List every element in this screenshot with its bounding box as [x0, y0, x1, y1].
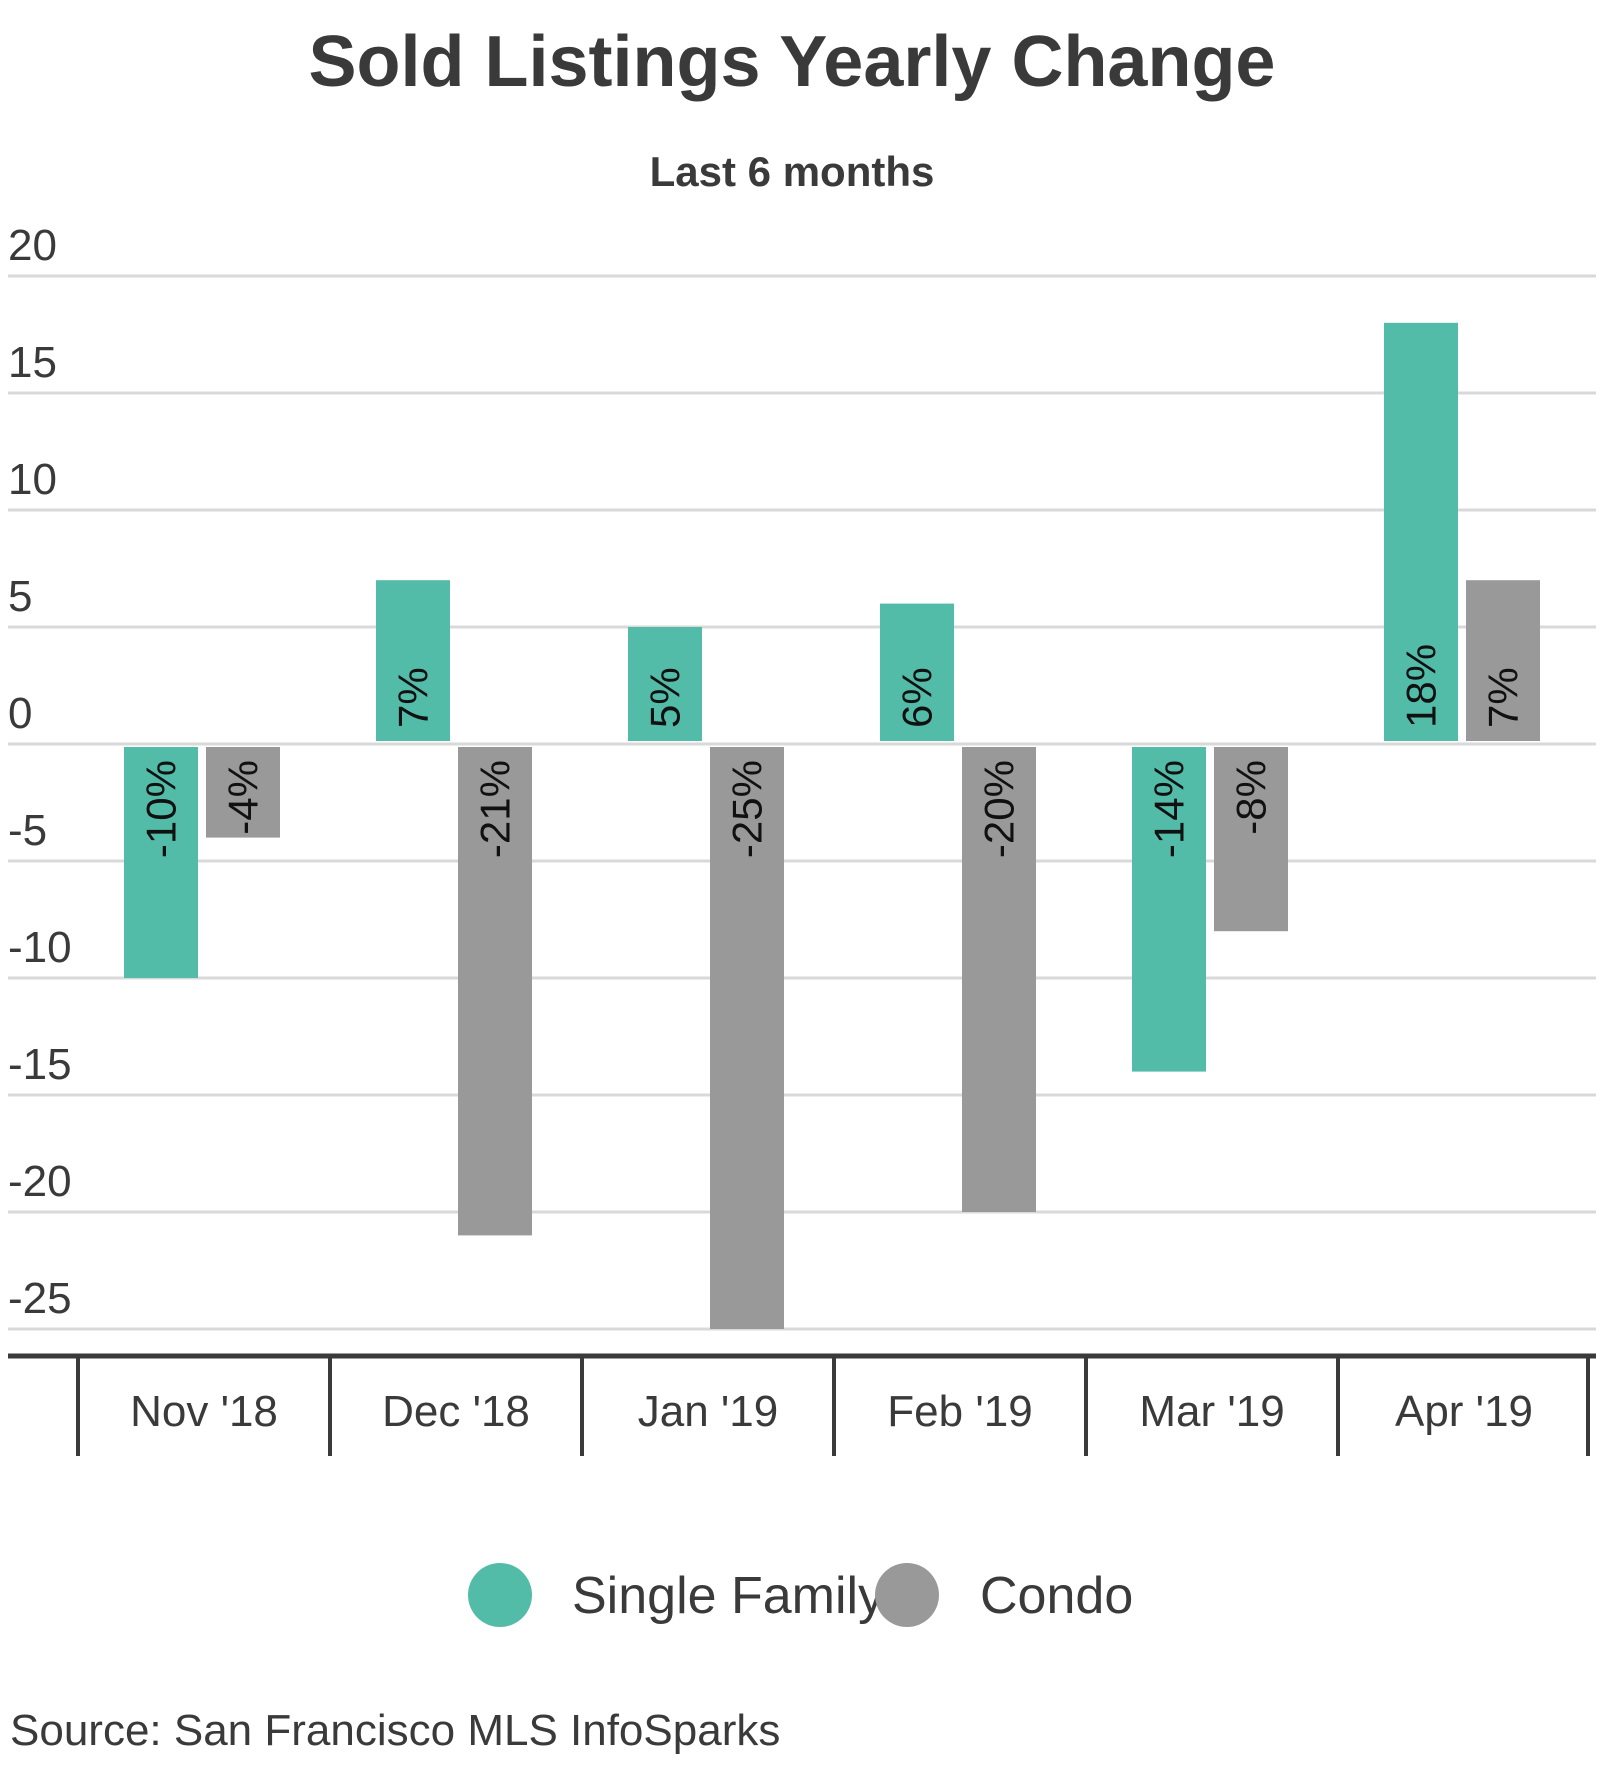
- y-tick-label: -15: [8, 1040, 72, 1089]
- bar-single-family: [880, 603, 954, 741]
- bar-condo: [458, 747, 532, 1236]
- bar-condo: [206, 747, 280, 838]
- source-note: Source: San Francisco MLS InfoSparks: [10, 1706, 780, 1755]
- bar-value-label: -25%: [724, 760, 771, 858]
- y-tick-label: 0: [8, 689, 32, 738]
- bar-value-label: 6%: [894, 667, 941, 728]
- chart-subtitle: Last 6 months: [650, 148, 935, 195]
- bar-labels: -10% 7% 5% 6% -14% 18% -4% -21% -25% -20% -8% 7%: [138, 644, 1527, 858]
- legend-swatch: [875, 1563, 939, 1627]
- x-tick-label: Feb '19: [887, 1387, 1032, 1436]
- x-tick-label: Mar '19: [1139, 1387, 1284, 1436]
- legend: Single Family Condo: [468, 1563, 1133, 1627]
- bar-value-label: -21%: [472, 760, 519, 858]
- y-tick-label: 5: [8, 572, 32, 621]
- bar-value-label: -14%: [1146, 760, 1193, 858]
- y-tick-label: -10: [8, 923, 72, 972]
- bar-single-family: [376, 580, 450, 741]
- bar-value-label: -20%: [976, 760, 1023, 858]
- y-tick-label: 10: [8, 455, 57, 504]
- legend-label: Single Family: [572, 1567, 884, 1625]
- bar-value-label: -8%: [1228, 760, 1275, 835]
- bar-single-family: [628, 627, 702, 741]
- legend-swatch: [468, 1563, 532, 1627]
- y-axis-ticks: 20 15 10 5 0 -5 -10 -15 -20 -25: [8, 221, 72, 1323]
- bar-single-family: [1384, 322, 1458, 741]
- y-tick-label: -20: [8, 1157, 72, 1206]
- bar-condo: [710, 747, 784, 1329]
- bar-value-label: 5%: [642, 667, 689, 728]
- bar-condo: [1466, 580, 1540, 741]
- legend-label: Condo: [980, 1567, 1133, 1625]
- x-tick-label: Apr '19: [1395, 1387, 1533, 1436]
- y-tick-label: 15: [8, 338, 57, 387]
- x-tick-label: Dec '18: [382, 1387, 530, 1436]
- bars: [124, 322, 1540, 1329]
- y-tick-label: 20: [8, 221, 57, 270]
- x-tick-label: Jan '19: [638, 1387, 779, 1436]
- chart-title: Sold Listings Yearly Change: [309, 22, 1276, 102]
- bar-single-family: [124, 747, 198, 978]
- bar-value-label: 7%: [390, 667, 437, 728]
- bar-condo: [962, 747, 1036, 1212]
- gridlines: [8, 274, 1596, 1331]
- bar-value-label: 18%: [1398, 644, 1445, 728]
- bar-value-label: -4%: [220, 760, 267, 835]
- bar-single-family: [1132, 747, 1206, 1072]
- x-axis: Nov '18 Dec '18 Jan '19 Feb '19 Mar '19 Apr '…: [8, 1353, 1596, 1456]
- bar-value-label: 7%: [1480, 667, 1527, 728]
- y-tick-label: -25: [8, 1274, 72, 1323]
- y-tick-label: -5: [8, 806, 47, 855]
- bar-value-label: -10%: [138, 760, 185, 858]
- bar-condo: [1214, 747, 1288, 932]
- x-tick-label: Nov '18: [130, 1387, 278, 1436]
